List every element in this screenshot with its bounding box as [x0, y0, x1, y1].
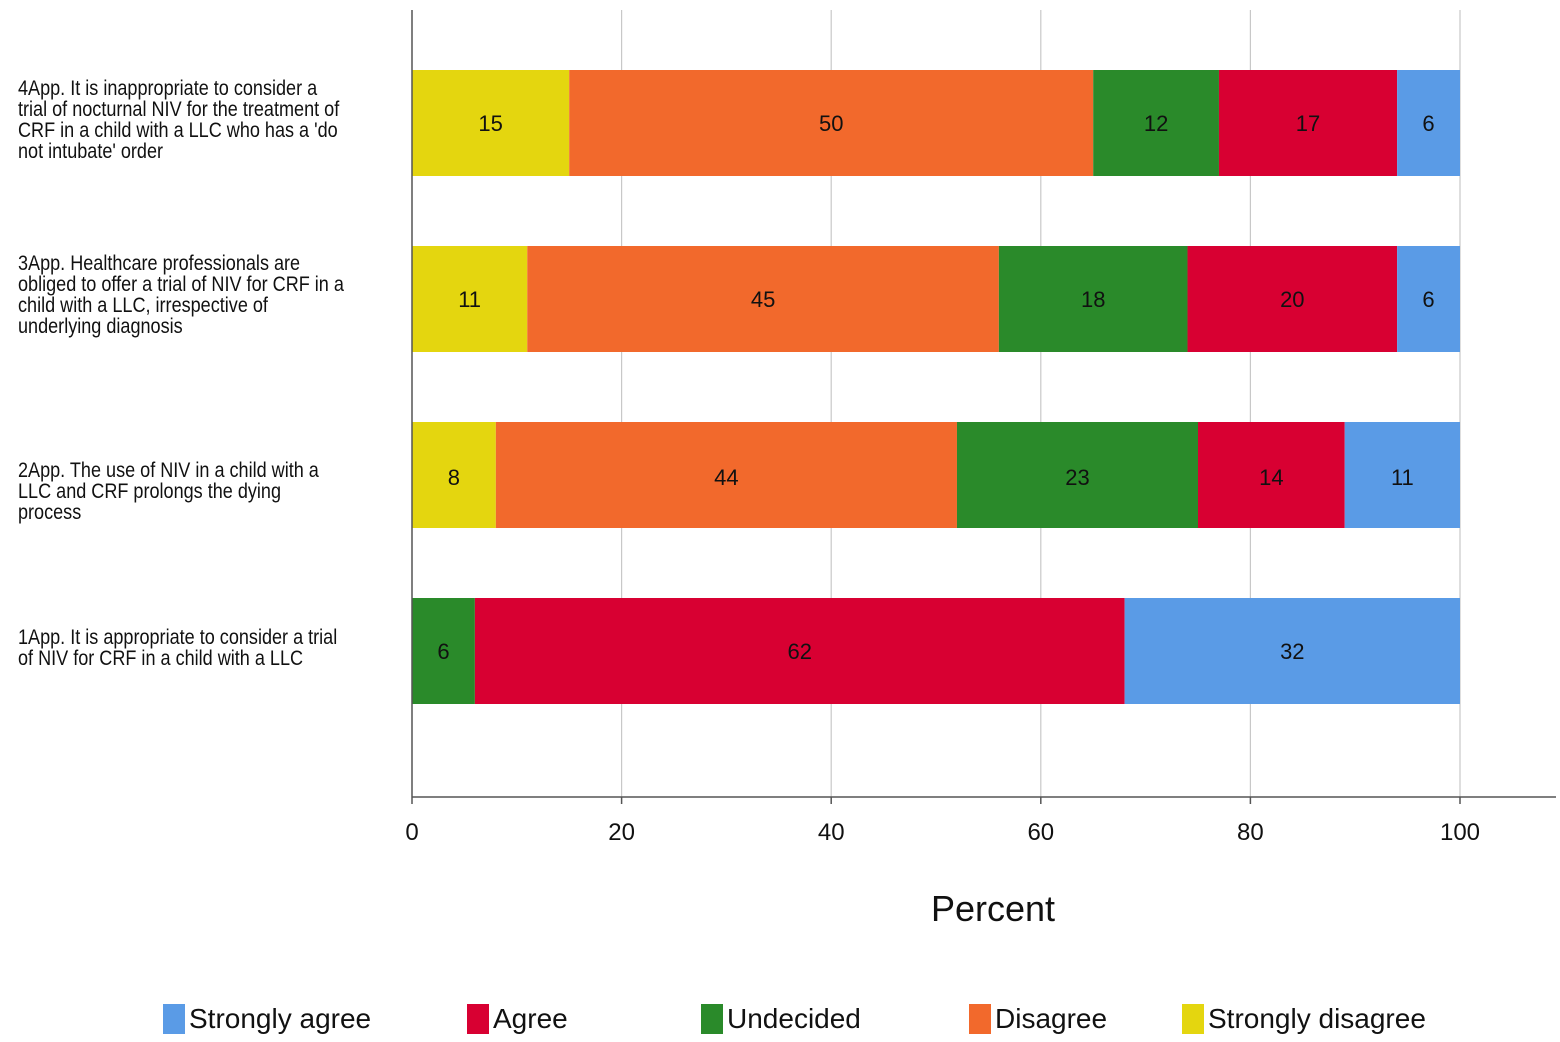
legend-item-strongly-disagree: Strongly disagree	[1182, 1003, 1426, 1035]
legend-item-strongly-agree: Strongly agree	[163, 1003, 371, 1035]
bar-value-label: 17	[1296, 111, 1320, 136]
bar-segment	[412, 246, 528, 352]
x-tick-label: 60	[1027, 819, 1054, 846]
bar-segment	[569, 70, 1094, 176]
bar-value-label: 14	[1259, 465, 1283, 490]
bar-value-label: 18	[1081, 287, 1105, 312]
bar-segment	[474, 598, 1125, 704]
legend-swatch	[969, 1004, 991, 1034]
bar-value-label: 44	[714, 465, 738, 490]
x-tick-label: 80	[1237, 819, 1264, 846]
bar-segment	[1344, 422, 1460, 528]
bar-value-label: 11	[1391, 465, 1414, 490]
legend-label: Agree	[493, 1003, 568, 1034]
legend-label: Strongly disagree	[1208, 1003, 1426, 1034]
x-tick-label: 20	[608, 819, 635, 846]
legend-item-disagree: Disagree	[969, 1003, 1107, 1035]
legend-item-undecided: Undecided	[701, 1003, 861, 1035]
category-label-4: 4App. It is inappropriate to consider a …	[18, 77, 340, 163]
bar-value-label: 6	[437, 639, 449, 664]
bar-segment	[527, 246, 999, 352]
legend: Strongly agree Agree Undecided Disagree …	[0, 1003, 1560, 1039]
bar-value-label: 32	[1280, 639, 1304, 664]
bar-segment	[1124, 598, 1460, 704]
x-axis-title: Percent	[930, 888, 1056, 929]
bar-segment	[1218, 70, 1398, 176]
bar-segment	[1397, 246, 1460, 352]
category-label-3: 3App. Healthcare professionals are oblig…	[18, 252, 344, 338]
bar-segment	[1093, 70, 1219, 176]
legend-label: Disagree	[995, 1003, 1108, 1034]
bar-value-label: 6	[1422, 287, 1434, 312]
bar-value-label: 23	[1065, 465, 1089, 490]
x-tick-label: 40	[818, 819, 845, 846]
bar-value-label: 15	[478, 111, 502, 136]
legend-label: Undecided	[727, 1003, 861, 1034]
bar-value-label: 50	[819, 111, 843, 136]
bar-segment	[412, 70, 570, 176]
legend-swatch	[701, 1004, 723, 1034]
bar-segment	[1198, 422, 1345, 528]
legend-swatch	[163, 1004, 185, 1034]
legend-item-agree: Agree	[467, 1003, 568, 1035]
bars: 15 50 12 17 6 11 45 18 20 6 8 44 23 14 11 6 62 32	[412, 70, 1460, 704]
bar-segment	[1397, 70, 1460, 176]
legend-label: Strongly agree	[189, 1003, 372, 1034]
bar-segment	[412, 422, 496, 528]
bar-value-label: 62	[788, 639, 812, 664]
category-label-2: 2App. The use of NIV in a child with a L…	[18, 459, 319, 524]
bar-segment	[412, 598, 475, 704]
bar-value-label: 12	[1144, 111, 1168, 136]
bar-value-label: 45	[751, 287, 775, 312]
bar-segment	[1187, 246, 1398, 352]
axes: 0 20 40 60 80 100	[405, 10, 1556, 846]
category-label-1: 1App. It is appropriate to consider a tr…	[18, 626, 338, 670]
bar-value-label: 11	[458, 287, 481, 312]
bar-value-label: 8	[448, 465, 460, 490]
bar-segment	[956, 422, 1198, 528]
legend-swatch	[467, 1004, 489, 1034]
bar-segment	[495, 422, 957, 528]
bar-value-label: 6	[1422, 111, 1434, 136]
bar-value-label: 20	[1280, 287, 1304, 312]
bar-segment	[998, 246, 1188, 352]
x-tick-label: 100	[1440, 819, 1480, 846]
x-tick-label: 0	[405, 819, 418, 846]
legend-swatch	[1182, 1004, 1204, 1034]
